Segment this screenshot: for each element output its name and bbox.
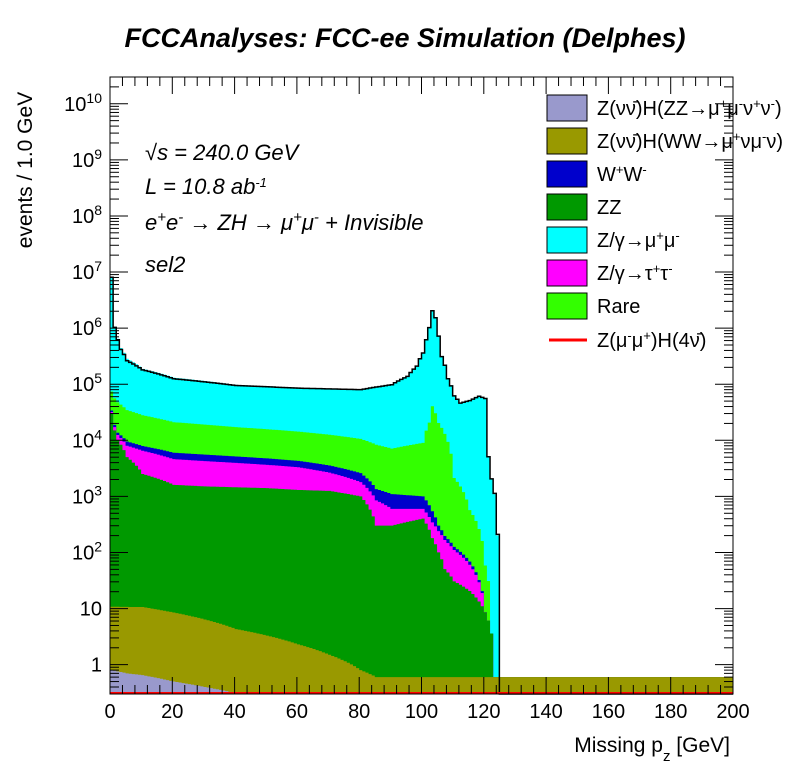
x-tick-label: 80 [348,701,370,723]
x-tick-label: 120 [467,701,500,723]
legend-swatch-zz [546,193,588,221]
legend: Z(νν̄)H(ZZ→μ+μ-ν+ν-) Z(νν̄)H(WW→μ+νμ-ν) … [546,94,783,353]
legend-swatch-zh-ww [546,127,588,155]
stack-area-z-h-ww- [110,606,733,694]
plot-area: 0 20 40 60 80 100 120 140 160 180 200 1 10 102 103 104 1… [64,76,750,723]
legend-label-signal: Z(μ-μ+)H(4ν̄) [597,328,706,353]
stack-area-zz [110,413,733,694]
legend-label-rare: Rare [597,296,640,318]
x-tick-label: 140 [529,701,562,723]
legend-label-zz: ZZ [597,197,621,219]
annotation-selection: sel2 [145,252,185,277]
y-axis-label: events / 1.0 GeV [14,92,37,248]
chart-title: FCCAnalyses: FCC-ee Simulation (Delphes) [124,23,685,53]
y-tick-label: 109 [72,146,102,172]
x-tick-label: 100 [405,701,438,723]
annotation-process: e+e- → ZH → μ+μ- + Invisible [145,209,423,236]
x-axis-label: Missing pz [GeV] [574,734,730,765]
x-tick-label: 200 [716,701,749,723]
legend-label-zh-ww: Z(νν̄)H(WW→μ+νμ-ν) [597,129,783,154]
legend-swatch-zgamma-tautau [546,259,588,287]
legend-label-zh-zz: Z(νν̄)H(ZZ→μ+μ-ν+ν-) [597,96,782,121]
legend-label-zgamma-tautau: Z/γ→τ+τ- [597,261,673,286]
y-tick-label: 105 [72,370,102,396]
legend-swatch-zh-zz [546,94,588,122]
y-tick-label: 108 [72,202,102,228]
x-tick-label: 20 [161,701,183,723]
legend-swatch-rare [546,292,588,320]
y-tick-label: 107 [72,258,102,284]
y-tick-label: 103 [72,482,102,508]
legend-label-zgamma-mumu: Z/γ→μ+μ- [597,228,680,253]
legend-swatch-ww [546,160,588,188]
y-tick-label: 1 [91,655,102,677]
y-tick-label: 104 [72,426,102,452]
x-tick-label: 40 [223,701,245,723]
y-tick-label: 10 [80,599,102,621]
y-tick-label: 106 [72,314,102,340]
y-tick-label: 102 [72,538,102,564]
x-tick-label: 160 [592,701,625,723]
legend-swatch-zgamma-mumu [546,226,588,254]
x-tick-label: 0 [104,701,115,723]
y-tick-label: 1010 [64,90,102,116]
x-tick-label: 180 [654,701,687,723]
annotation-sqrt-s: √s = 240.0 GeV [145,140,301,165]
annotation-block: √s = 240.0 GeV L = 10.8 ab-1 e+e- → ZH →… [145,140,423,277]
legend-label-ww: W+W- [597,162,647,187]
annotation-lumi: L = 10.8 ab-1 [145,174,267,199]
x-tick-label: 60 [286,701,308,723]
